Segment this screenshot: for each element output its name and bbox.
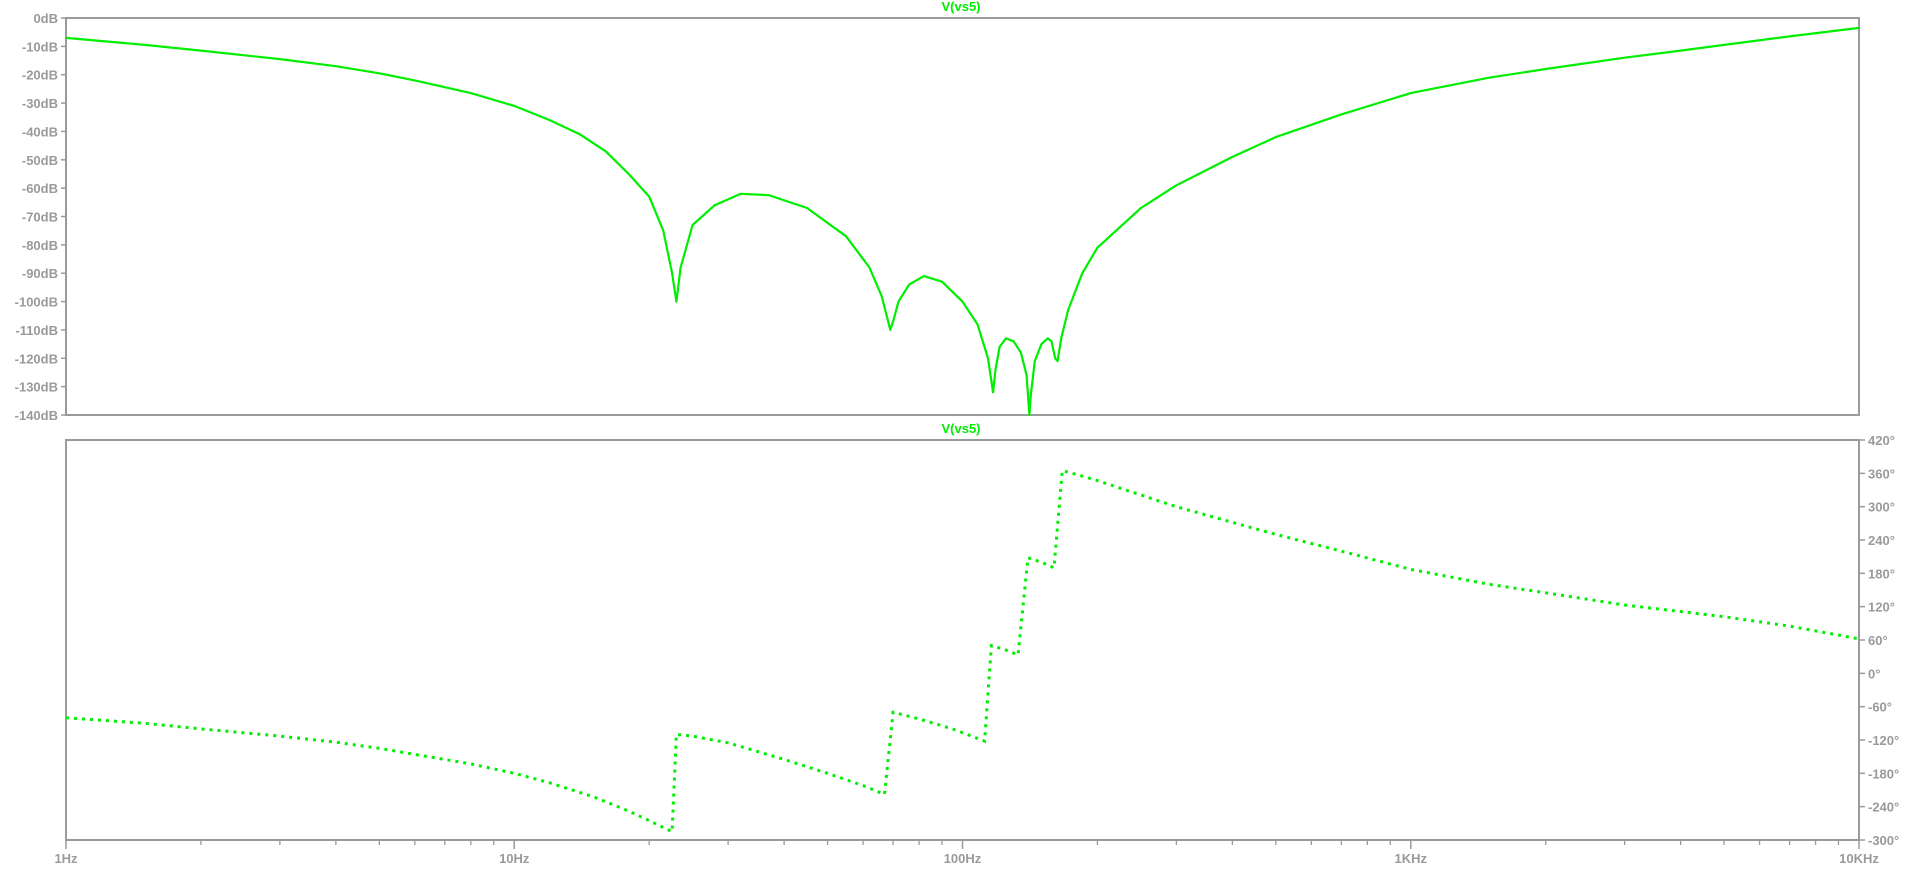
x-tick-label: 1KHz	[1394, 851, 1427, 866]
phase-tick-label: -60°	[1868, 700, 1892, 715]
phase-plot-title: V(vs5)	[941, 421, 980, 436]
magnitude-trace	[65, 26, 1860, 417]
magnitude-tick-label: -140dB	[15, 408, 58, 423]
magnitude-tick-label: -30dB	[22, 96, 58, 111]
magnitude-tick-label: -70dB	[22, 210, 58, 225]
frequency-x-ticks: 1Hz 10Hz 100Hz 1KHz 10KHz	[54, 840, 1879, 866]
magnitude-plot-title: V(vs5)	[941, 0, 980, 14]
phase-tick-label: 240°	[1868, 533, 1895, 548]
x-tick-label: 10KHz	[1839, 851, 1879, 866]
phase-tick-label: -180°	[1868, 766, 1899, 781]
magnitude-tick-label: -120dB	[15, 351, 58, 366]
x-tick-label: 100Hz	[944, 851, 982, 866]
phase-tick-label: -240°	[1868, 800, 1899, 815]
magnitude-series-line	[65, 26, 1860, 417]
x-tick-label: 10Hz	[499, 851, 530, 866]
magnitude-tick-label: -100dB	[15, 295, 58, 310]
phase-plot-frame	[65, 439, 1860, 841]
magnitude-tick-label: -90dB	[22, 266, 58, 281]
magnitude-tick-label: -110dB	[15, 323, 58, 338]
magnitude-tick-label: -40dB	[22, 124, 58, 139]
magnitude-tick-label: -50dB	[22, 153, 58, 168]
phase-tick-label: 300°	[1868, 500, 1895, 515]
magnitude-tick-label: -20dB	[22, 68, 58, 83]
phase-tick-label: 120°	[1868, 600, 1895, 615]
phase-tick-label: -300°	[1868, 833, 1899, 848]
magnitude-tick-label: 0dB	[33, 11, 58, 26]
phase-tick-label: 0°	[1868, 666, 1880, 681]
x-tick-label: 1Hz	[54, 851, 78, 866]
magnitude-tick-label: -130dB	[15, 380, 58, 395]
phase-tick-label: 60°	[1868, 633, 1888, 648]
phase-tick-label: 360°	[1868, 466, 1895, 481]
magnitude-y-ticks: 0dB -10dB -20dB -30dB -40dB -50dB -60dB -70dB -8…	[15, 11, 66, 423]
magnitude-tick-label: -10dB	[22, 39, 58, 54]
magnitude-plot-frame	[65, 17, 1860, 416]
phase-y-ticks: 420° 360° 300° 240° 180° 120° 60° 0° -60° -120° -1…	[1859, 433, 1899, 848]
phase-tick-label: -120°	[1868, 733, 1899, 748]
phase-tick-label: 180°	[1868, 566, 1895, 581]
phase-tick-label: 420°	[1868, 433, 1895, 448]
magnitude-tick-label: -60dB	[22, 181, 58, 196]
magnitude-tick-label: -80dB	[22, 238, 58, 253]
